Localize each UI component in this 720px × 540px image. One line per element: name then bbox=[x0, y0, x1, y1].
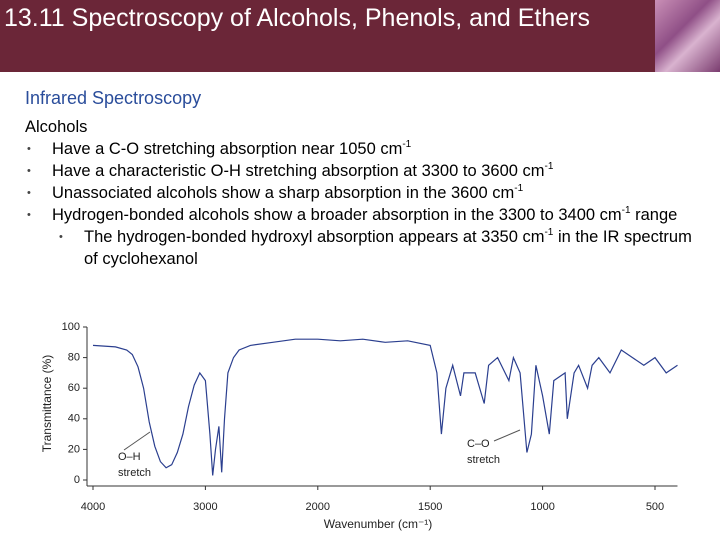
spectrum-line bbox=[92, 338, 678, 476]
x-tick-label: 500 bbox=[646, 501, 664, 513]
bullet-text: Hydrogen-bonded alcohols show a broader … bbox=[52, 206, 622, 224]
bullet-text: in the IR spectrum of cyclohexanol bbox=[84, 228, 692, 268]
x-tick-label: 1000 bbox=[530, 501, 554, 513]
x-tick-label: 3000 bbox=[193, 501, 217, 513]
bullet-list: Have a C-O stretching absorption near 10… bbox=[25, 138, 705, 270]
y-tick-label: 0 bbox=[74, 474, 80, 486]
bullet-text: range bbox=[630, 206, 678, 224]
annotation: stretch bbox=[118, 467, 151, 479]
bullet: Have a characteristic O-H stretching abs… bbox=[25, 160, 705, 182]
x-tick-label: 4000 bbox=[81, 501, 105, 513]
bullet: Unassociated alcohols show a sharp absor… bbox=[25, 182, 705, 204]
y-tick-label: 100 bbox=[62, 321, 80, 333]
superscript: -1 bbox=[621, 205, 631, 216]
arrow bbox=[123, 431, 151, 451]
x-tick-label: 1500 bbox=[418, 501, 442, 513]
bullet: Hydrogen-bonded alcohols show a broader … bbox=[25, 204, 705, 226]
annotation: C–O bbox=[467, 438, 490, 450]
y-axis-label: Transmittance (%) bbox=[40, 355, 54, 453]
y-tick-label: 60 bbox=[68, 382, 80, 394]
y-tick-label: 40 bbox=[68, 413, 80, 425]
y-tick-label: 80 bbox=[68, 352, 80, 364]
x-axis-label: Wavenumber (cm⁻¹) bbox=[324, 517, 433, 531]
bullet-text: The hydrogen-bonded hydroxyl absorption … bbox=[84, 228, 545, 246]
annotation: O–H bbox=[118, 451, 141, 463]
header-image bbox=[655, 0, 720, 72]
superscript: -1 bbox=[544, 227, 554, 238]
subtitle: Infrared Spectroscopy bbox=[25, 88, 202, 108]
header: 13.11 Spectroscopy of Alcohols, Phenols,… bbox=[0, 0, 655, 72]
bullet-text: Unassociated alcohols show a sharp absor… bbox=[52, 184, 515, 202]
superscript: -1 bbox=[544, 161, 554, 172]
bullet: The hydrogen-bonded hydroxyl absorption … bbox=[25, 226, 705, 270]
y-tick-label: 20 bbox=[68, 443, 80, 455]
annotation: stretch bbox=[467, 454, 500, 466]
superscript: -1 bbox=[514, 183, 524, 194]
bullet: Have a C-O stretching absorption near 10… bbox=[25, 138, 705, 160]
body: Alcohols Have a C-O stretching absorptio… bbox=[25, 116, 705, 270]
title: 13.11 Spectroscopy of Alcohols, Phenols,… bbox=[4, 4, 591, 32]
x-tick-label: 2000 bbox=[306, 501, 330, 513]
bullet-text: Have a C-O stretching absorption near 10… bbox=[52, 140, 403, 158]
arrow bbox=[493, 429, 521, 442]
superscript: -1 bbox=[402, 139, 412, 150]
bullet-text: Have a characteristic O-H stretching abs… bbox=[52, 162, 545, 180]
section-heading: Alcohols bbox=[25, 118, 88, 136]
